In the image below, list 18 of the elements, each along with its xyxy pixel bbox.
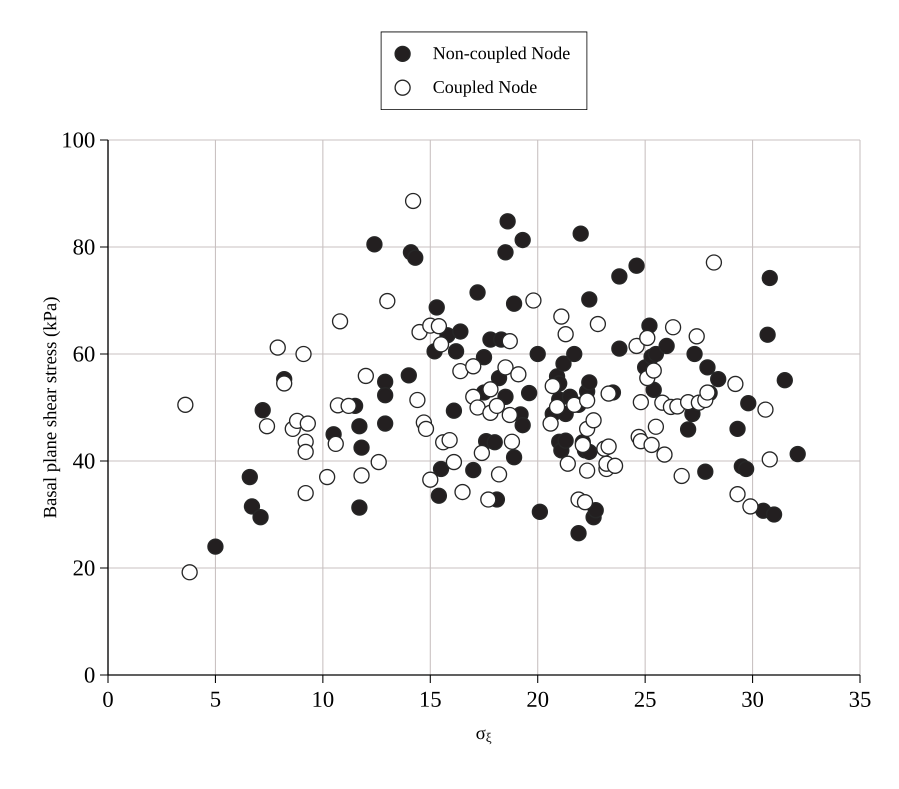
x-axis-title: σ$_{ξ}$ [476,729,492,744]
y-tick-label: 60 [74,346,94,362]
x-tick-label: 30 [742,692,764,708]
x-tick-label: 10 [314,692,334,708]
y-tick-label: 80 [73,239,94,255]
x-tick-label: 0 [103,692,113,708]
x-tick-label: 5 [211,692,220,707]
y-axis-title: Basal plane shear stress (kPa) [43,297,60,518]
x-tick-label: 35 [850,692,870,707]
x-tick-label: 15 [420,692,441,707]
y-tick-label: 100 [63,132,94,148]
x-tick-label: 20 [527,692,548,708]
y-tick-label: 40 [73,453,94,469]
y-tick-label: 20 [74,560,94,576]
legend-label: Non-coupled Node [433,46,570,63]
y-tick-label: 0 [84,667,94,683]
legend-label: Coupled Node [433,80,537,97]
x-tick-label: 25 [634,692,656,707]
